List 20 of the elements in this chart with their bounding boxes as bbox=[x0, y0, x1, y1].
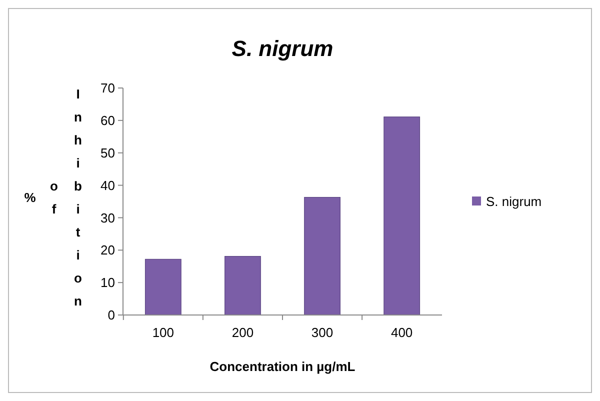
x-axis-title: Concentration in µg/mL bbox=[210, 359, 356, 374]
x-tick-label: 100 bbox=[152, 325, 174, 340]
bar bbox=[304, 196, 340, 316]
bar bbox=[144, 258, 182, 316]
legend-label: S. nigrum bbox=[486, 194, 542, 210]
y-tick-label: 60 bbox=[100, 112, 115, 128]
y-tick-label: 20 bbox=[100, 242, 115, 258]
y-tick-label: 70 bbox=[100, 80, 115, 96]
y-tick-label: 0 bbox=[108, 308, 115, 323]
y-tick-label: 30 bbox=[100, 210, 115, 226]
x-tick-label: 200 bbox=[232, 325, 254, 340]
y-axis-title: % of Inhibition bbox=[22, 86, 86, 316]
y-tick-label: 40 bbox=[100, 178, 115, 193]
y-tick-label: 50 bbox=[100, 145, 115, 160]
bar bbox=[384, 116, 420, 316]
x-tick-label: 400 bbox=[390, 325, 413, 340]
chart-title: S. nigrum bbox=[232, 36, 334, 61]
y-tick-label: 10 bbox=[100, 275, 115, 290]
x-tick-label: 300 bbox=[311, 325, 334, 340]
bar bbox=[224, 256, 261, 316]
